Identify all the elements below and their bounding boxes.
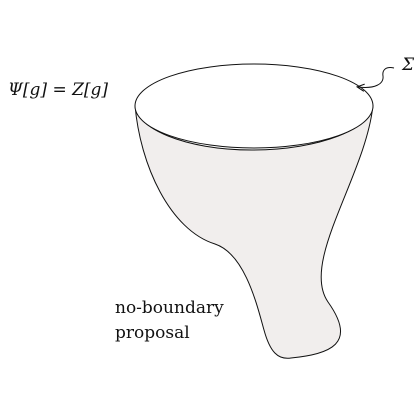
wavefunction-label: Ψ[g] = Z[g]: [8, 80, 109, 100]
proposal-label-line2: proposal: [115, 323, 190, 343]
sigma-arrow: [358, 67, 395, 87]
proposal-label-line1: no-boundary: [115, 298, 224, 318]
boundary-sigma-label: Σ: [402, 55, 415, 75]
boundary-ellipse: [134, 63, 374, 149]
proposal-label: no-boundary proposal: [115, 296, 224, 346]
funnel-surface: [134, 104, 374, 359]
